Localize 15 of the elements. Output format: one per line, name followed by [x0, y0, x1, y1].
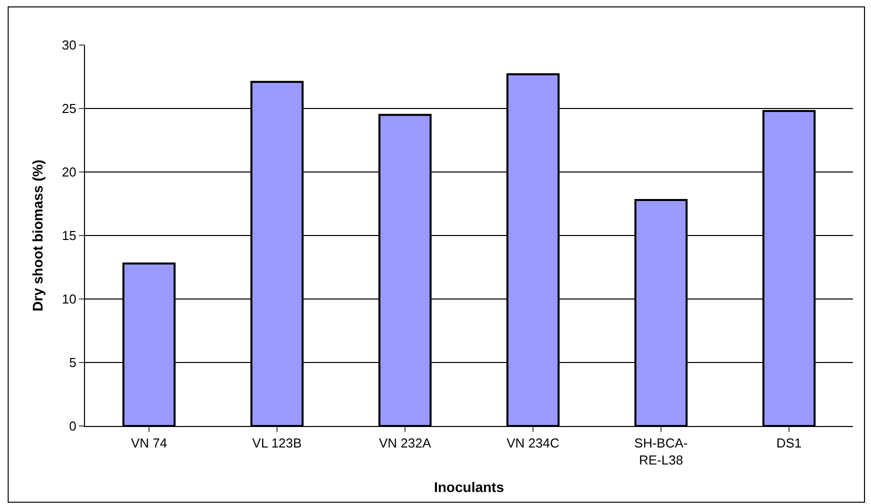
y-tick-label: 30 [62, 38, 76, 53]
x-axis-title: Inoculants [434, 478, 504, 495]
y-tick-label: 10 [62, 292, 76, 307]
y-tick-label: 0 [69, 418, 76, 434]
y-tick-label: 20 [62, 164, 76, 180]
y-tick-label: 5 [69, 355, 76, 370]
x-tick-label: DS1 [776, 436, 802, 451]
y-tick-label: 15 [62, 228, 76, 244]
x-tick-label: SH-BCA- RE-L38 [634, 436, 688, 468]
x-tick-label: VL 123B [252, 436, 302, 451]
x-tick-label: VN 232A [378, 436, 432, 451]
x-tick-label: VN 234C [506, 436, 560, 451]
y-tick-label: 25 [62, 101, 76, 116]
y-axis-title: Dry shoot biomass (%) [30, 160, 46, 312]
x-tick-label: VN 74 [130, 436, 168, 451]
